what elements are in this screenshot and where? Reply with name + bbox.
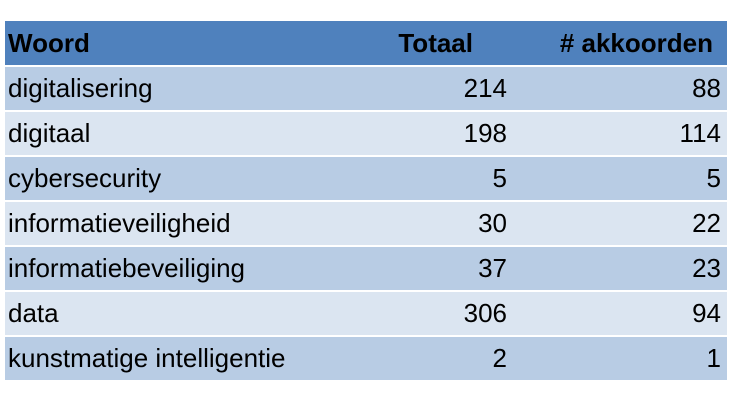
cell-woord: cybersecurity xyxy=(5,156,360,202)
cell-woord: kunstmatige intelligentie xyxy=(5,336,360,382)
table-row: kunstmatige intelligentie 2 1 xyxy=(5,336,727,382)
cell-akkoorden: 1 xyxy=(523,336,727,382)
word-frequency-table: Woord Totaal # akkoorden digitalisering … xyxy=(5,21,727,382)
cell-woord: digitaal xyxy=(5,111,360,157)
cell-woord: informatiebeveiliging xyxy=(5,246,360,292)
cell-akkoorden: 23 xyxy=(523,246,727,292)
table-row: data 306 94 xyxy=(5,291,727,337)
cell-akkoorden: 88 xyxy=(523,66,727,112)
cell-akkoorden: 22 xyxy=(523,201,727,247)
cell-totaal: 306 xyxy=(360,291,523,337)
cell-totaal: 5 xyxy=(360,156,523,202)
table-row: digitalisering 214 88 xyxy=(5,66,727,112)
cell-totaal: 30 xyxy=(360,201,523,247)
column-header-totaal: Totaal xyxy=(360,21,523,67)
table-row: cybersecurity 5 5 xyxy=(5,156,727,202)
cell-akkoorden: 5 xyxy=(523,156,727,202)
cell-totaal: 198 xyxy=(360,111,523,157)
cell-akkoorden: 114 xyxy=(523,111,727,157)
column-header-woord: Woord xyxy=(5,21,360,67)
table-row: informatieveiligheid 30 22 xyxy=(5,201,727,247)
cell-woord: data xyxy=(5,291,360,337)
table-header-row: Woord Totaal # akkoorden xyxy=(5,21,727,67)
cell-totaal: 2 xyxy=(360,336,523,382)
cell-totaal: 37 xyxy=(360,246,523,292)
cell-woord: digitalisering xyxy=(5,66,360,112)
cell-woord: informatieveiligheid xyxy=(5,201,360,247)
cell-totaal: 214 xyxy=(360,66,523,112)
table-row: informatiebeveiliging 37 23 xyxy=(5,246,727,292)
cell-akkoorden: 94 xyxy=(523,291,727,337)
word-frequency-table-container: Woord Totaal # akkoorden digitalisering … xyxy=(5,21,727,382)
column-header-akkoorden: # akkoorden xyxy=(523,21,727,67)
table-row: digitaal 198 114 xyxy=(5,111,727,157)
